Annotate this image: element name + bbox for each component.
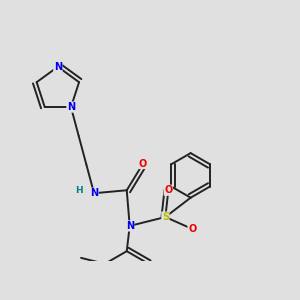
Text: N: N <box>90 188 98 198</box>
Text: N: N <box>54 62 62 72</box>
Text: O: O <box>164 185 172 195</box>
Text: O: O <box>188 224 196 234</box>
Text: N: N <box>67 102 75 112</box>
Text: H: H <box>75 186 83 195</box>
Text: S: S <box>162 212 169 222</box>
Text: N: N <box>126 221 134 231</box>
Text: O: O <box>139 158 147 169</box>
